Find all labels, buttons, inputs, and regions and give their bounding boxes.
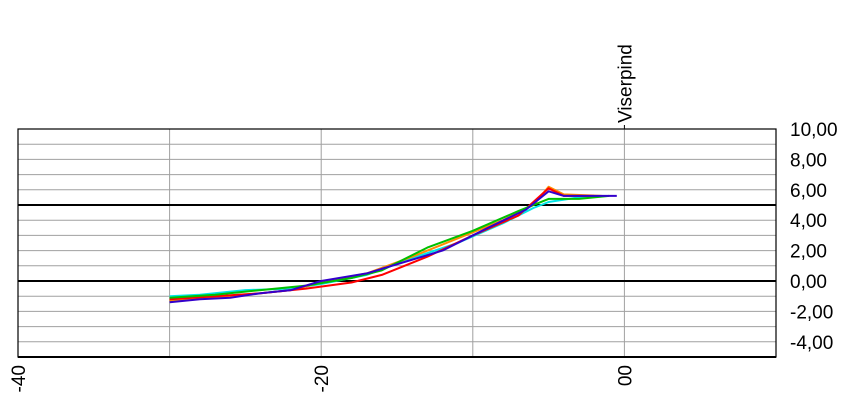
series-lines: [169, 185, 617, 304]
plot-frame: [17, 128, 777, 358]
x-tick-label: -20: [312, 365, 333, 392]
y-tick-labels: 10,00 8,00 6,00 4,00 2,00 0,00 -2,00 -4,00: [790, 120, 838, 354]
series-line-1: [169, 194, 595, 298]
y-tick-label: 10,00: [790, 120, 838, 141]
y-tick-label: 4,00: [790, 211, 827, 232]
y-tick-label: 6,00: [790, 181, 827, 202]
bold-grid-lines: [18, 204, 776, 358]
y-tick-label: 0,00: [790, 272, 827, 293]
series-line-4: [169, 194, 610, 299]
y-tick-label: -4,00: [790, 333, 833, 354]
series-line-5: [169, 190, 617, 304]
vertical-marker: Viserpind: [615, 44, 636, 129]
x-tick-labels: -40 -20 00: [9, 365, 636, 392]
y-tick-label: 2,00: [790, 242, 827, 263]
y-tick-label: 8,00: [790, 150, 827, 171]
y-tick-label: -2,00: [790, 302, 833, 323]
x-tick-label: 00: [615, 365, 636, 386]
x-tick-label: -40: [9, 365, 30, 392]
grid: [17, 128, 777, 358]
marker-label: Viserpind: [615, 44, 636, 123]
